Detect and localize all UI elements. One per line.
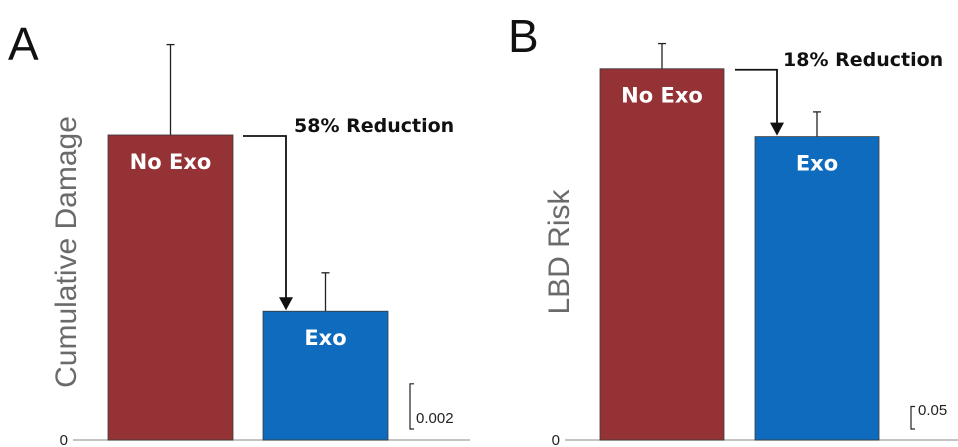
scale-bar-label: 0.05 (918, 402, 947, 419)
reduction-annotation: 18% Reduction (783, 49, 943, 71)
scale-bar: 0.05 (910, 402, 947, 430)
scale-bar-bracket (409, 383, 414, 430)
reduction-arrow-head (770, 122, 784, 136)
panel-letter: A (8, 18, 39, 70)
reduction-arrow-path (735, 68, 778, 125)
panel-letter: B (508, 10, 539, 62)
reduction-arrow-path (243, 135, 287, 300)
scale-bar-label: 0.002 (416, 410, 454, 427)
bar-exo (262, 310, 389, 441)
y-tick-zero: 0 (552, 432, 560, 447)
scale-bar: 0.002 (409, 383, 454, 430)
bar-exo (754, 136, 880, 441)
bar-no-exo (107, 134, 234, 441)
reduction-arrow (243, 135, 293, 311)
panel-a: A Cumulative Damage 0 No Exo Exo 58% Redu… (8, 18, 470, 447)
bar-marks: No Exo Exo (107, 43, 389, 441)
y-axis-label: LBD Risk (543, 188, 576, 314)
panel-b: B LBD Risk 0 No Exo Exo 18% Reduction 0.0… (508, 10, 958, 447)
bar-no-exo (599, 68, 725, 441)
reduction-arrow-head (279, 297, 293, 311)
reduction-arrow (735, 68, 784, 136)
scale-bar-bracket (910, 405, 915, 430)
bar-label: No Exo (130, 150, 212, 174)
bar-marks: No Exo Exo (599, 42, 880, 441)
bar-label: Exo (304, 326, 346, 350)
y-tick-zero: 0 (60, 432, 68, 447)
y-axis-label: Cumulative Damage (50, 116, 83, 388)
bar-label: Exo (796, 152, 838, 176)
reduction-annotation: 58% Reduction (294, 115, 454, 137)
bar-label: No Exo (621, 84, 703, 108)
